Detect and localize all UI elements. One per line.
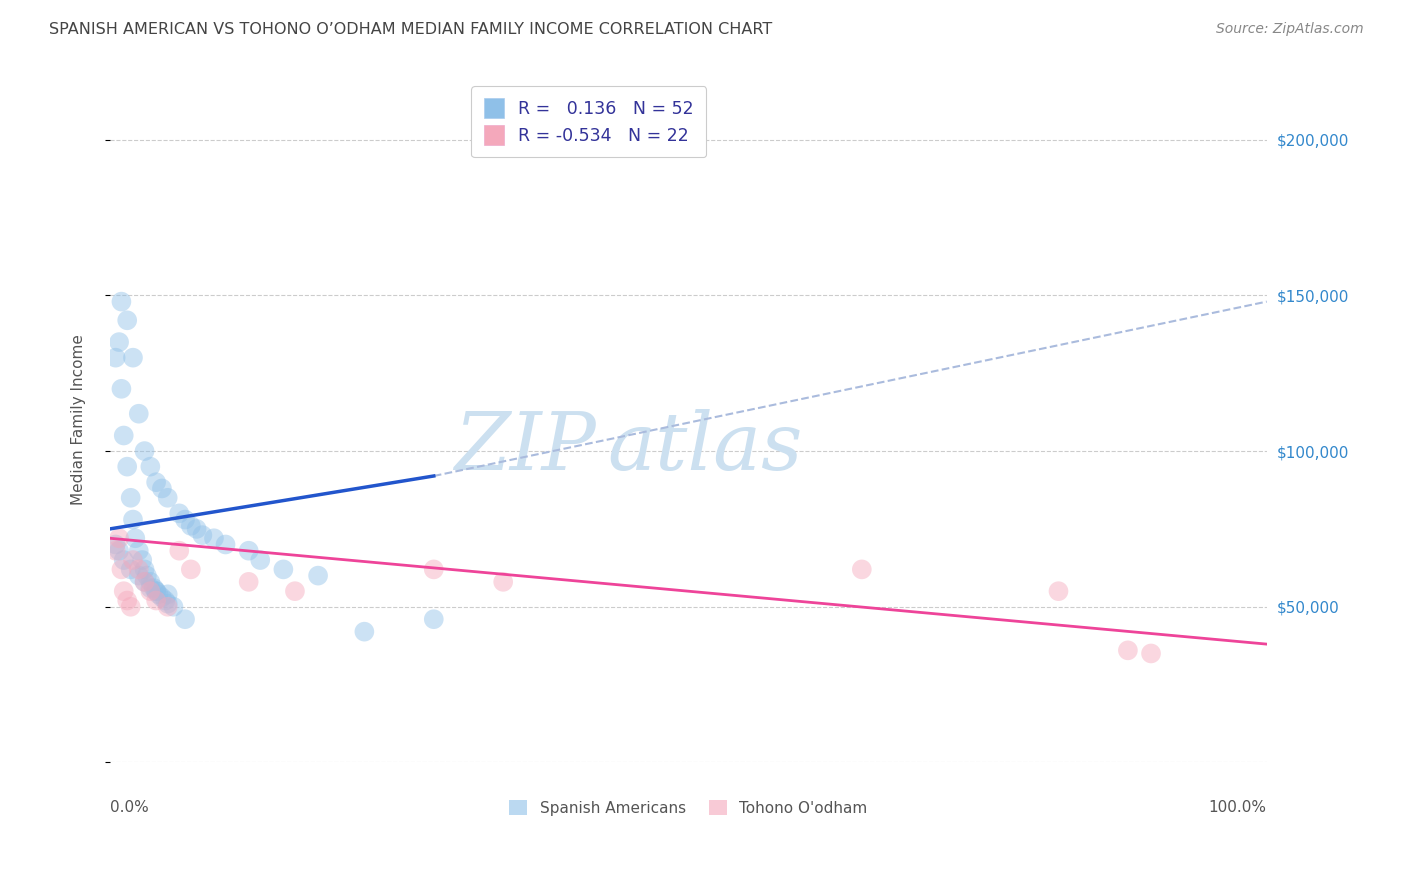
Point [156,597,179,611]
Point [122,553,145,567]
Point [851,562,873,576]
Point [104,543,127,558]
Point [135,568,157,582]
Point [145,475,167,490]
Point [249,553,271,567]
Point [112,428,135,442]
Text: 0.0%: 0.0% [110,800,149,815]
Legend: Spanish Americans, Tohono O'odham: Spanish Americans, Tohono O'odham [502,792,875,823]
Point [1047,584,1070,599]
Point [353,624,375,639]
Text: 100.0%: 100.0% [1209,800,1267,815]
Point [139,584,162,599]
Point [145,584,167,599]
Point [156,491,179,505]
Point [128,407,150,421]
Point [110,294,132,309]
Point [120,562,142,576]
Point [150,591,173,605]
Text: atlas: atlas [607,409,803,486]
Point [120,599,142,614]
Point [134,574,156,589]
Point [174,612,197,626]
Point [238,543,260,558]
Point [142,581,165,595]
Point [186,522,208,536]
Point [134,562,156,576]
Point [492,574,515,589]
Point [115,593,138,607]
Point [134,574,156,589]
Point [108,543,131,558]
Point [284,584,307,599]
Point [131,553,153,567]
Point [167,506,190,520]
Point [104,351,127,365]
Point [139,581,162,595]
Point [167,543,190,558]
Point [139,459,162,474]
Point [148,587,170,601]
Point [423,562,446,576]
Point [145,593,167,607]
Point [156,599,179,614]
Point [150,482,173,496]
Point [112,584,135,599]
Point [128,562,150,576]
Point [1116,643,1139,657]
Point [191,528,214,542]
Point [180,518,202,533]
Point [128,543,150,558]
Point [134,444,156,458]
Point [122,512,145,526]
Point [273,562,295,576]
Point [104,537,127,551]
Point [124,531,146,545]
Point [122,351,145,365]
Point [110,562,132,576]
Point [214,537,236,551]
Point [307,568,329,582]
Point [128,568,150,582]
Point [1140,647,1163,661]
Text: ZIP: ZIP [454,409,596,486]
Point [112,553,135,567]
Point [180,562,202,576]
Point [108,335,131,350]
Point [145,584,167,599]
Point [139,574,162,589]
Point [162,599,184,614]
Point [174,512,197,526]
Point [156,587,179,601]
Y-axis label: Median Family Income: Median Family Income [72,334,86,506]
Point [110,382,132,396]
Point [115,459,138,474]
Point [115,313,138,327]
Text: Source: ZipAtlas.com: Source: ZipAtlas.com [1216,22,1364,37]
Point [120,491,142,505]
Point [155,593,177,607]
Point [423,612,446,626]
Point [202,531,225,545]
Point [108,531,131,545]
Text: SPANISH AMERICAN VS TOHONO O’ODHAM MEDIAN FAMILY INCOME CORRELATION CHART: SPANISH AMERICAN VS TOHONO O’ODHAM MEDIA… [49,22,772,37]
Point [238,574,260,589]
